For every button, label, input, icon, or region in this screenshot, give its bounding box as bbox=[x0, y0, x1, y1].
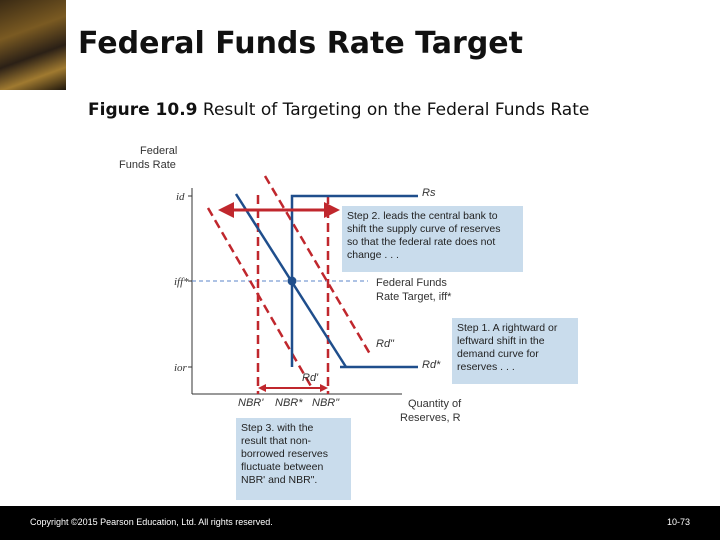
copyright-text: Copyright ©2015 Pearson Education, Ltd. … bbox=[30, 517, 273, 527]
tick-ior: ior bbox=[174, 362, 188, 374]
y-axis-label-line2: Funds Rate bbox=[119, 159, 176, 171]
step1-line: demand curve for bbox=[457, 348, 539, 360]
tick-id: id bbox=[176, 191, 185, 203]
step2-line: change . . . bbox=[347, 249, 399, 261]
x-axis-label-line1: Quantity of bbox=[408, 398, 462, 410]
corner-photo bbox=[0, 0, 66, 90]
nbr-range-arrow-right bbox=[320, 384, 328, 392]
supply-curve-label: Rs bbox=[422, 187, 436, 199]
y-axis-label-line1: Federal bbox=[140, 145, 177, 157]
step1-line: reserves . . . bbox=[457, 361, 515, 373]
step2-line: shift the supply curve of reserves bbox=[347, 223, 501, 235]
supply-curve bbox=[290, 194, 418, 367]
slide-title: Federal Funds Rate Target bbox=[78, 26, 523, 61]
demand-curve-right bbox=[263, 175, 372, 355]
step3-line: NBR' and NBR". bbox=[241, 474, 318, 486]
figure-number: Figure 10.9 bbox=[88, 100, 198, 120]
x-axis-label-line2: Reserves, R bbox=[400, 412, 461, 424]
equilibrium-point bbox=[287, 276, 297, 286]
step3-line: borrowed reserves bbox=[241, 448, 328, 460]
step3-box: Step 3. with the result that non- borrow… bbox=[236, 418, 351, 500]
step3-line: Step 3. with the bbox=[241, 422, 314, 434]
target-label-line2: Rate Target, iff* bbox=[376, 291, 452, 303]
supply-shift-arrow-right bbox=[324, 202, 340, 218]
tick-nbr2: NBR" bbox=[312, 397, 340, 409]
step1-box: Step 1. A rightward or leftward shift in… bbox=[452, 318, 578, 384]
step2-line: Step 2. leads the central bank to bbox=[347, 210, 498, 222]
page-number: 10-73 bbox=[666, 517, 690, 527]
step1-line: leftward shift in the bbox=[457, 335, 545, 347]
footer-bar: Copyright ©2015 Pearson Education, Ltd. … bbox=[0, 506, 720, 540]
demand-right-label: Rd" bbox=[376, 338, 395, 350]
step3-line: fluctuate between bbox=[241, 461, 324, 473]
target-label-line1: Federal Funds bbox=[376, 277, 447, 289]
step2-line: so that the federal rate does not bbox=[347, 236, 496, 248]
figure-caption-text: Result of Targeting on the Federal Funds… bbox=[197, 100, 590, 120]
step3-line: result that non- bbox=[241, 435, 312, 447]
demand-curve-left bbox=[206, 207, 314, 389]
targeting-diagram: Federal Funds Rate Quantity of Reserves,… bbox=[119, 145, 462, 424]
nbr-range-arrow-left bbox=[258, 384, 266, 392]
tick-nbr1: NBR' bbox=[238, 397, 264, 409]
tick-iff: iff* bbox=[174, 276, 189, 288]
figure-caption: Figure 10.9 Result of Targeting on the F… bbox=[88, 100, 589, 120]
step2-box: Step 2. leads the central bank to shift … bbox=[342, 206, 523, 272]
step1-line: Step 1. A rightward or bbox=[457, 322, 558, 334]
tick-nbr-star: NBR* bbox=[275, 397, 303, 409]
demand-left-label: Rd' bbox=[302, 372, 319, 384]
demand-center-label: Rd* bbox=[422, 359, 441, 371]
supply-shift-arrow-left bbox=[218, 202, 234, 218]
